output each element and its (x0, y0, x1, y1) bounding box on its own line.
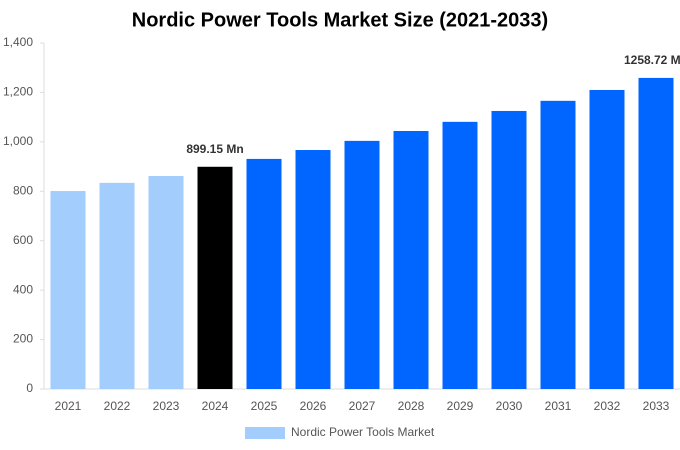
bar (295, 150, 331, 389)
legend-swatch (245, 427, 285, 439)
x-tick-label: 2027 (349, 399, 376, 413)
y-tick-label: 600 (13, 233, 33, 247)
x-tick-label: 2032 (594, 399, 621, 413)
legend-label: Nordic Power Tools Market (291, 425, 435, 439)
bar (50, 191, 86, 389)
bar (148, 175, 184, 389)
x-tick-label: 2025 (251, 399, 278, 413)
y-tick-label: 1,400 (3, 35, 33, 49)
x-tick-label: 2026 (300, 399, 327, 413)
bar (393, 130, 429, 390)
bar (491, 110, 527, 389)
value-label: 899.15 Mn (186, 142, 243, 156)
bar (197, 166, 233, 389)
x-tick-label: 2022 (104, 399, 131, 413)
bar (442, 121, 478, 390)
y-tick-label: 800 (13, 183, 33, 197)
x-tick-label: 2033 (643, 399, 670, 413)
y-tick-label: 1,200 (3, 85, 33, 99)
x-tick-label: 2031 (545, 399, 572, 413)
chart-title: Nordic Power Tools Market Size (2021-203… (132, 9, 548, 31)
bar (246, 158, 282, 389)
y-tick-label: 0 (26, 381, 33, 395)
bar (344, 140, 380, 389)
x-tick-label: 2024 (202, 399, 229, 413)
bar (638, 77, 674, 389)
x-tick-label: 2029 (447, 399, 474, 413)
x-tick-label: 2021 (55, 399, 82, 413)
bar (589, 89, 625, 389)
bar (99, 182, 135, 389)
x-tick-label: 2023 (153, 399, 180, 413)
y-tick-label: 1,000 (3, 134, 33, 148)
value-label: 1258.72 Mn (624, 53, 680, 67)
y-tick-label: 200 (13, 332, 33, 346)
y-tick-label: 400 (13, 282, 33, 296)
x-tick-label: 2028 (398, 399, 425, 413)
x-tick-label: 2030 (496, 399, 523, 413)
bar (540, 100, 576, 390)
